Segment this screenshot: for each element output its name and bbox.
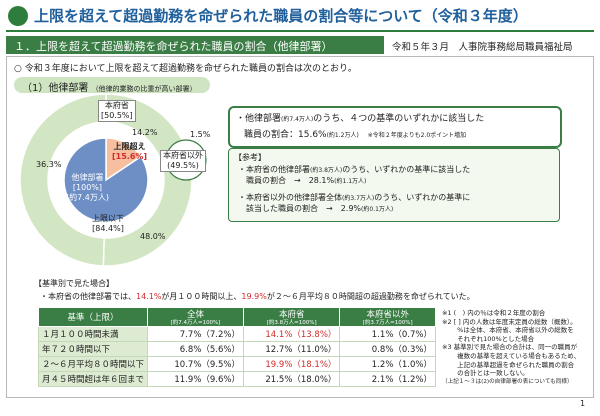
outer-slice-1 — [102, 93, 193, 267]
note-line: ※3 基準別で見た場合の合計は、同一の職員が — [442, 343, 578, 352]
criteria-heading: 【基準別で見た場合】 — [34, 279, 114, 288]
cell-honfusho: 21.5%（18.0%） — [242, 371, 341, 387]
title-divider — [6, 30, 594, 32]
note-line: 上記の基準超過を命ぜられた職員の割合 — [442, 360, 575, 369]
reference-heading: 【参考】 — [234, 153, 266, 162]
table-row: １月１００時間未満 7.7%（7.2%） 14.1%（13.8%） 1.1%（0… — [37, 326, 436, 342]
summary-line-2: 職員の割合：15.6%(約1.2万人) ※令和２年度よりも2.0ポイント増加 — [244, 130, 467, 140]
criteria-sentence: ・本府省の他律部署では、14.1%が月１００時間以上、19.9%が２～６月平均８… — [40, 292, 475, 301]
date-issuer: 令和５年３月 人事院事務総局職員福祉局 — [392, 42, 573, 53]
subsection-title: （1）他律部署 （他律的業務の比重が高い部署） — [22, 83, 197, 94]
note-line: ※1 ( ) 内の％は令和２年度の割合 — [442, 309, 546, 317]
label-center: 他律部署 [100%] (約7.4万人) — [66, 173, 109, 202]
cell-honfusho-igai: 1.1%（0.7%） — [339, 326, 436, 342]
note-line: の合計とは一致しない。 — [442, 369, 529, 378]
cell-honfusho: 14.1%（13.8%） — [242, 326, 341, 342]
outer-slice-2 — [19, 93, 107, 267]
table-header-row: 基準（上限） 全体 [約7.4万人=100%] 本府省 [約3.8万人=100%] … — [37, 307, 436, 327]
note-line: %は全体、本府省、本府省以外の総数を — [442, 326, 574, 335]
row-label: 年７２０時間以下 — [37, 341, 149, 357]
cell-total: 7.7%（7.2%） — [147, 326, 244, 342]
reference-b-line-2: 該当した職員の割合 → 2.9%(約0.1万人) — [246, 204, 394, 213]
page-title: 上限を超えて超過勤務を命ぜられた職員の割合等について（令和３年度） — [34, 7, 528, 25]
cell-honfusho-igai: 2.1%（1.2%） — [339, 371, 436, 387]
label-36-3: 36.3% — [36, 160, 62, 169]
cell-honfusho-igai: 1.2%（1.0%） — [339, 356, 436, 372]
cell-honfusho: 19.9%（18.1%） — [242, 356, 341, 372]
reference-b-line-1: ・本府省以外の他律部署全体(約3.7万人)のうち、いずれかの基準に — [238, 193, 471, 202]
reference-box — [228, 148, 560, 222]
title-bullet-icon — [8, 6, 28, 26]
cell-honfusho-igai: 0.8%（0.3%） — [339, 341, 436, 357]
criteria-table: 基準（上限） 全体 [約7.4万人=100%] 本府省 [約3.8万人=100%] … — [37, 307, 436, 387]
cell-total: 11.9%（9.6%） — [147, 371, 244, 387]
label-1-5: 1.5% — [190, 130, 211, 139]
note-line: それぞれ100%とした場合 — [442, 334, 535, 343]
summary-line-1: ・他律部署(約7.4万人)のうち、４つの基準のいずれかに該当した — [236, 114, 485, 124]
summary-box — [228, 106, 562, 148]
label-honfusho: 本府省 [50.5%] — [98, 100, 136, 122]
notes-block: ※1 ( ) 内の％は令和２年度の割合 ※2 [ ] 内の人数は年度末定員の総数… — [442, 309, 590, 386]
table-row: 年７２０時間以下 6.8%（5.6%） 12.7%（11.0%） 0.8%（0.… — [37, 341, 436, 357]
label-14-2: 14.2% — [132, 128, 158, 137]
row-label: ２～６月平均８０時間以下 — [37, 356, 149, 372]
table-row: 月４５時間超は年６回まで 11.9%（9.6%） 21.5%（18.0%） 2.… — [37, 371, 436, 387]
note-line: ※2 [ ] 内の人数は年度末定員の総数（概数）。 — [442, 317, 577, 326]
label-honfusho-igai: 本府省以外 (49.5%) — [160, 150, 206, 172]
header-honfusho: 本府省 [約3.8万人=100%] — [242, 307, 341, 327]
header-criteria: 基準（上限） — [37, 307, 149, 327]
intro-text: ○ 令和３年度において上限を超えて超過勤務を命ぜられた職員の割合は次のとおり。 — [14, 64, 357, 74]
note-line: 複数の基準を超えている場合もあるため、 — [442, 351, 581, 360]
table-row: ２～６月平均８０時間以下 10.7%（9.5%） 19.9%（18.1%） 1.… — [37, 356, 436, 372]
inner-slice-under-limit — [63, 137, 149, 223]
cell-total: 6.8%（5.6%） — [147, 341, 244, 357]
reference-a-line-2: 職員の割合 → 28.1%(約1.1万人) — [246, 176, 367, 185]
content-frame — [6, 56, 594, 398]
page-number: 1 — [580, 399, 586, 408]
cell-honfusho: 12.7%（11.0%） — [242, 341, 341, 357]
subsection-pill — [14, 77, 210, 93]
label-48-0: 48.0% — [140, 232, 166, 241]
reference-a-line-1: ・本府省の他律部署(約3.8万人)のうち、いずれかの基準に該当した — [238, 165, 471, 174]
note-line: （上記１～３は(2)の自律部署の表についても同様） — [442, 378, 573, 385]
cell-total: 10.7%（9.5%） — [147, 356, 244, 372]
header-total: 全体 [約7.4万人=100%] — [147, 307, 244, 327]
label-over-limit: 上限超え [15.6%] — [112, 142, 148, 161]
section-title: １．上限を超えて超過勤務を命ぜられた職員の割合（他律部署） — [14, 40, 333, 53]
label-under-limit: 上限以下 [84.4%] — [92, 214, 124, 233]
row-label: １月１００時間未満 — [37, 326, 149, 342]
header-honfusho-igai: 本府省以外 [約3.7万人=100%] — [339, 307, 436, 327]
row-label: 月４５時間超は年６回まで — [37, 371, 149, 387]
section-bar — [6, 36, 384, 54]
